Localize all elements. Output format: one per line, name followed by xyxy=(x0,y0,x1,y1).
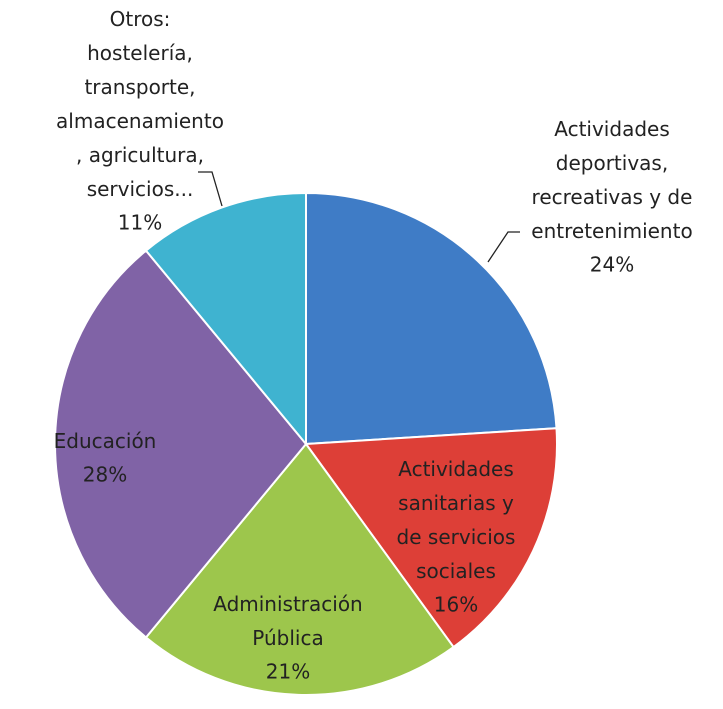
leader-line xyxy=(487,231,520,263)
value-label: 24% xyxy=(590,253,634,277)
pie-slice xyxy=(144,442,455,696)
pie-slice xyxy=(305,191,558,446)
pie-slice xyxy=(144,191,307,447)
value-label: 16% xyxy=(434,593,478,617)
slice-label: Administración Pública xyxy=(213,592,363,650)
slice-label: Actividades deportivas, recreativas y de en… xyxy=(531,117,692,243)
slice-label: Otros: hostelería, transporte, almacenamien… xyxy=(56,7,224,201)
slice-label: Actividades sanitarias y de servicios socia… xyxy=(397,457,516,583)
leader-line xyxy=(198,171,223,207)
slice-label: Educación xyxy=(54,429,157,453)
value-label: 11% xyxy=(118,211,162,235)
pie-slice xyxy=(304,427,558,649)
value-label: 21% xyxy=(266,660,310,684)
value-label: 28% xyxy=(83,463,127,487)
pie-slice xyxy=(54,249,308,639)
